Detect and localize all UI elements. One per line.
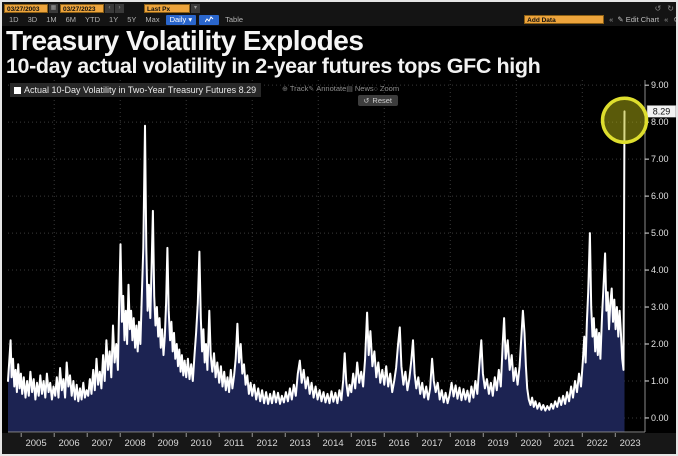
- gear-icon[interactable]: ⚙: [673, 15, 676, 24]
- series-legend-label: Actual 10-Day Volatility in Two-Year Tre…: [24, 85, 257, 95]
- next-period-button[interactable]: ›: [115, 3, 124, 13]
- svg-text:6.00: 6.00: [651, 191, 669, 201]
- svg-text:2020: 2020: [521, 438, 542, 449]
- toolbar-row-periods: 1D 3D 1M 6M YTD 1Y 5Y Max Daily ▾ Table Add Dat…: [2, 14, 676, 25]
- svg-text:3.00: 3.00: [651, 302, 669, 312]
- svg-text:1.00: 1.00: [651, 376, 669, 386]
- prev-period-button[interactable]: ‹: [105, 3, 114, 13]
- frequency-dropdown[interactable]: Daily ▾: [165, 14, 197, 25]
- reset-icon: ↺: [363, 97, 370, 105]
- news-icon: ▤: [346, 86, 353, 93]
- period-button-6m[interactable]: 6M: [65, 15, 77, 24]
- edit-chart-button[interactable]: ✎ Edit Chart: [617, 15, 660, 24]
- x-axis-labels: 2005 2006 2007 2008 2009 2010 2011 2012 2013 2014…: [20, 433, 641, 449]
- svg-text:5.00: 5.00: [651, 228, 669, 238]
- plot-area[interactable]: [8, 80, 645, 432]
- svg-text:2015: 2015: [356, 438, 377, 449]
- collapse-left-icon-2[interactable]: «: [664, 15, 669, 24]
- chevron-down-icon: ▾: [188, 14, 193, 24]
- security-search-field[interactable]: Add Data: [524, 15, 605, 24]
- calendar-icon[interactable]: ▦: [49, 3, 58, 13]
- svg-text:2006: 2006: [58, 438, 79, 449]
- svg-text:2018: 2018: [455, 438, 476, 449]
- series-area: [8, 111, 625, 433]
- zoom-icon: ○: [373, 86, 378, 93]
- period-button-5y[interactable]: 5Y: [127, 15, 137, 24]
- svg-text:8.00: 8.00: [651, 117, 669, 127]
- chart-toolbar: 03/27/2003 ▦ 03/27/2023 ‹ › Last Px ▾ ↺ …: [2, 2, 676, 26]
- pencil-icon: ✎: [617, 15, 624, 24]
- period-button-1m[interactable]: 1M: [46, 15, 57, 24]
- svg-text:2012: 2012: [257, 438, 278, 449]
- price-type-dropdown-icon[interactable]: ▾: [191, 3, 200, 13]
- svg-text:7.00: 7.00: [651, 154, 669, 164]
- last-price-badge: 8.29: [646, 105, 676, 118]
- news-tool[interactable]: ▤ News: [346, 84, 374, 93]
- series-line: [7, 110, 626, 412]
- track-tool[interactable]: ⊕ Track: [282, 84, 309, 93]
- series-swatch: [14, 86, 21, 94]
- collapse-left-icon[interactable]: «: [609, 15, 614, 24]
- svg-text:8.29: 8.29: [653, 106, 671, 116]
- annotate-tool[interactable]: ✎ Annotate: [308, 84, 347, 93]
- toolbar-row-dates: 03/27/2003 ▦ 03/27/2023 ‹ › Last Px ▾ ↺ …: [2, 3, 676, 13]
- period-button-1y[interactable]: 1Y: [109, 15, 119, 24]
- price-type-field[interactable]: Last Px: [144, 3, 190, 13]
- svg-text:2010: 2010: [191, 438, 212, 449]
- highlight-circle: [600, 96, 649, 145]
- svg-text:2022: 2022: [587, 438, 608, 449]
- track-icon: ⊕: [282, 86, 288, 93]
- svg-text:2016: 2016: [389, 438, 410, 449]
- svg-text:2011: 2011: [224, 438, 244, 449]
- svg-text:2023: 2023: [620, 438, 641, 449]
- svg-text:2013: 2013: [290, 438, 311, 449]
- reset-button[interactable]: ↺ Reset: [357, 95, 398, 106]
- redo-icon[interactable]: ↻: [667, 3, 674, 13]
- series-legend[interactable]: Actual 10-Day Volatility in Two-Year Tre…: [10, 83, 262, 97]
- period-button-ytd[interactable]: YTD: [85, 15, 101, 24]
- svg-text:4.00: 4.00: [651, 265, 669, 275]
- x-axis-strip: [2, 433, 676, 454]
- svg-text:2.00: 2.00: [651, 339, 669, 349]
- svg-text:2007: 2007: [91, 438, 112, 449]
- svg-text:9.00: 9.00: [651, 80, 669, 90]
- chart-header: Treasury Volatility Explodes 10-day actu…: [2, 25, 676, 80]
- chart-tools: ⊕ Track ✎ Annotate ▤ News ○ Zoom ↺ Reset: [282, 84, 400, 106]
- page-subtitle: 10-day actual volatility in 2-year futur…: [6, 54, 541, 78]
- svg-text:2017: 2017: [422, 438, 443, 449]
- y-axis-labels: 0.00 1.00 2.00 3.00 4.00 5.00 6.00 7.00 8.00 9.00: [645, 80, 669, 423]
- chart-type-button[interactable]: [199, 14, 220, 25]
- page-title: Treasury Volatility Explodes: [6, 25, 364, 56]
- svg-text:2021: 2021: [554, 438, 575, 449]
- date-from-field[interactable]: 03/27/2003: [4, 3, 48, 13]
- svg-text:2005: 2005: [25, 438, 46, 449]
- svg-text:2009: 2009: [158, 438, 179, 449]
- zoom-tool[interactable]: ○ Zoom: [373, 84, 400, 93]
- date-to-field[interactable]: 03/27/2023: [60, 3, 104, 13]
- period-button-max[interactable]: Max: [145, 15, 160, 24]
- table-button[interactable]: Table: [225, 15, 244, 24]
- chart-type-icon: [204, 16, 213, 23]
- undo-icon[interactable]: ↺: [654, 3, 662, 13]
- frequency-label: Daily: [169, 14, 187, 24]
- svg-text:0.00: 0.00: [651, 413, 669, 423]
- annotate-icon: ✎: [308, 86, 315, 93]
- period-button-3d[interactable]: 3D: [27, 15, 38, 24]
- svg-text:2019: 2019: [488, 438, 509, 449]
- svg-text:2008: 2008: [124, 438, 145, 449]
- svg-text:2014: 2014: [323, 438, 344, 449]
- period-button-1d[interactable]: 1D: [9, 15, 19, 24]
